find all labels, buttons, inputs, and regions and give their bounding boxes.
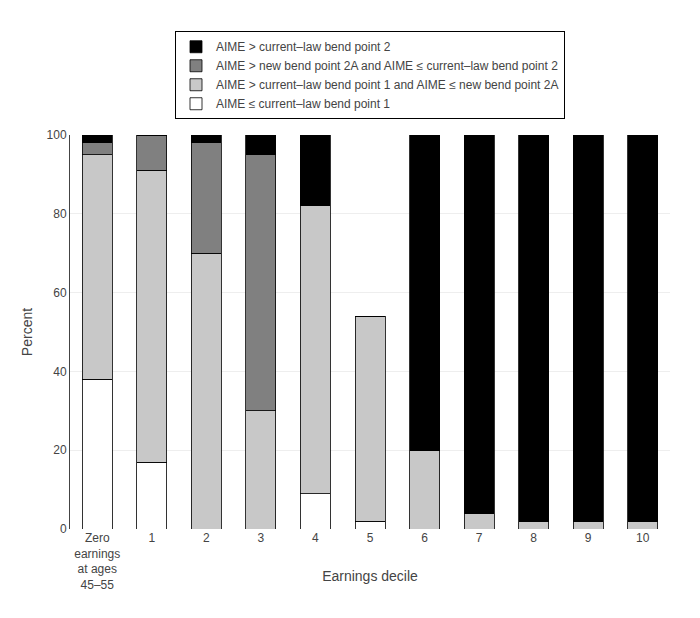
svg-text:AIME > new bend point 2A and A: AIME > new bend point 2A and AIME ≤ curr… (216, 59, 558, 73)
svg-text:Percent: Percent (19, 308, 35, 356)
svg-text:Earnings decile: Earnings decile (322, 568, 418, 584)
svg-text:20: 20 (53, 443, 67, 457)
svg-text:4: 4 (312, 531, 319, 545)
svg-text:3: 3 (258, 531, 265, 545)
svg-text:80: 80 (53, 207, 67, 221)
svg-text:Zeroearningsat ages45–55: Zeroearningsat ages45–55 (74, 531, 120, 592)
svg-text:AIME > current–law bend point: AIME > current–law bend point 2 (216, 40, 391, 54)
svg-text:100: 100 (47, 128, 67, 142)
svg-text:60: 60 (53, 286, 67, 300)
svg-text:40: 40 (53, 365, 67, 379)
svg-text:0: 0 (60, 522, 67, 536)
svg-text:6: 6 (421, 531, 428, 545)
svg-text:2: 2 (203, 531, 210, 545)
svg-text:AIME > current–law bend point: AIME > current–law bend point 1 and AIME… (216, 78, 558, 92)
svg-text:7: 7 (476, 531, 483, 545)
svg-text:9: 9 (585, 531, 592, 545)
svg-text:1: 1 (148, 531, 155, 545)
svg-text:10: 10 (636, 531, 650, 545)
svg-text:5: 5 (367, 531, 374, 545)
svg-text:8: 8 (530, 531, 537, 545)
svg-text:AIME ≤ current–law bend point: AIME ≤ current–law bend point 1 (216, 97, 390, 111)
